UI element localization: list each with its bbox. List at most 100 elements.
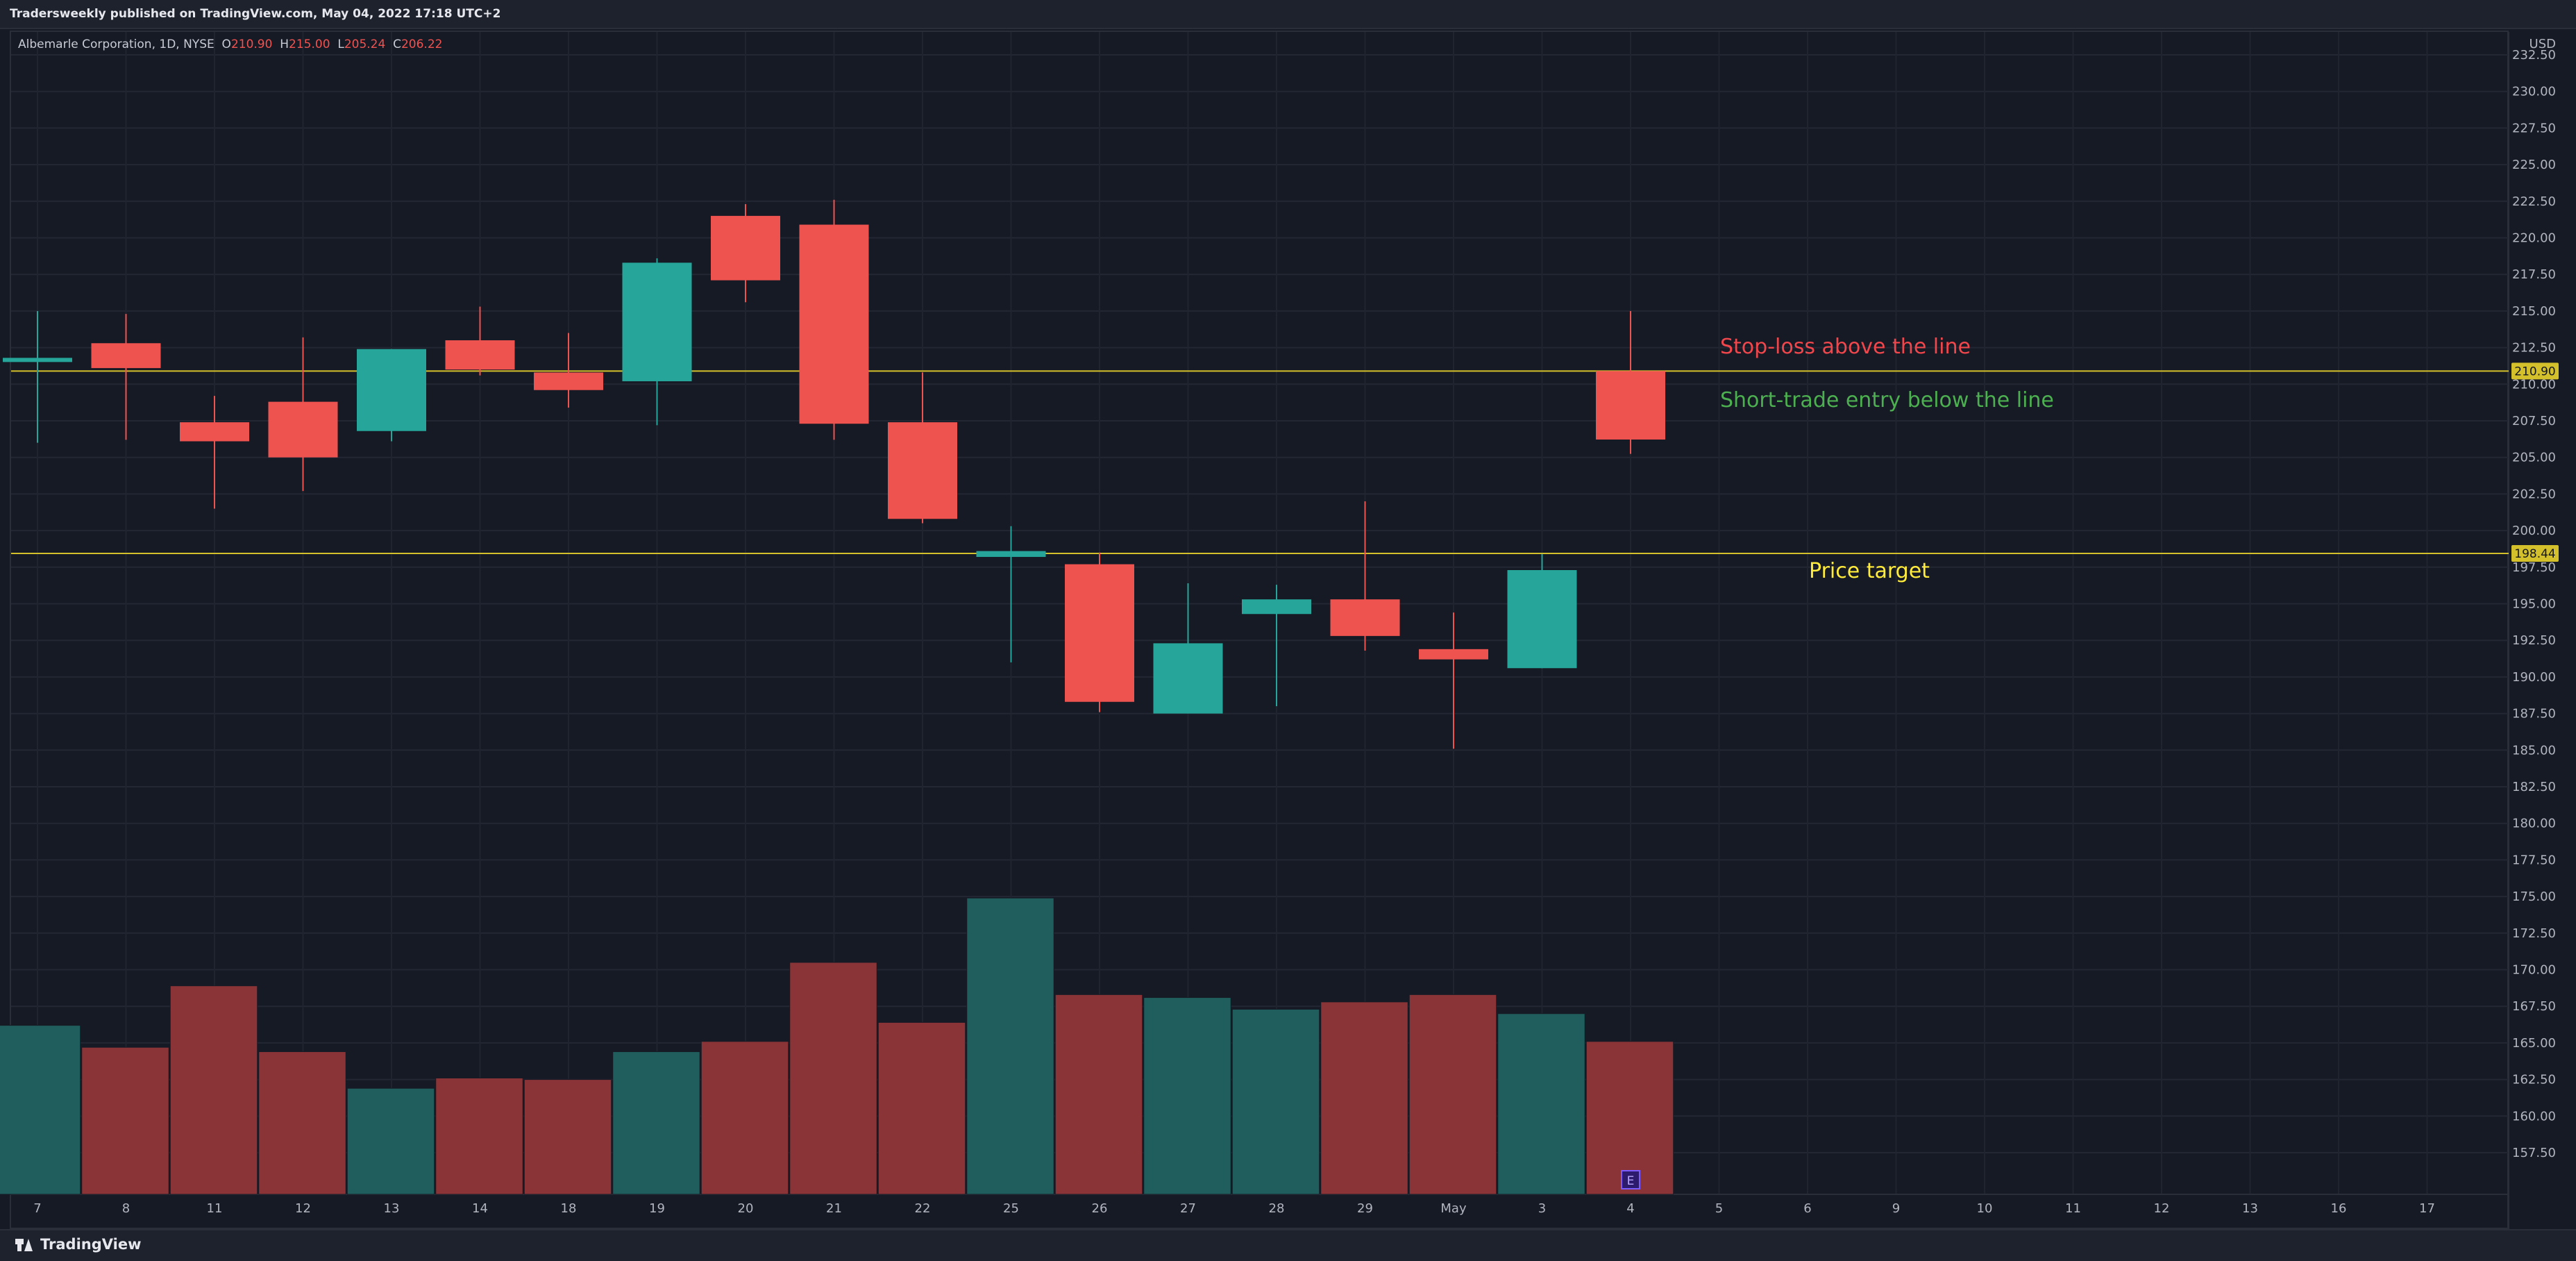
price-tick-label: 167.50 xyxy=(2512,999,2556,1014)
time-tick-label: 22 xyxy=(915,1201,931,1216)
volume-bar xyxy=(700,1041,789,1195)
price-line-tag-label: 198.44 xyxy=(2514,547,2555,561)
price-tick-label: 227.50 xyxy=(2512,121,2556,135)
time-tick-label: 19 xyxy=(649,1201,665,1216)
price-tick-label: 190.00 xyxy=(2512,670,2556,685)
candle-body xyxy=(888,422,957,519)
volume-bar xyxy=(1320,1001,1408,1195)
price-tick-label: 207.50 xyxy=(2512,414,2556,428)
time-tick-label: 21 xyxy=(826,1201,842,1216)
price-tick-label: 157.50 xyxy=(2512,1146,2556,1160)
time-tick-label: 14 xyxy=(472,1201,488,1216)
volume-bar xyxy=(1408,994,1497,1195)
volume-bar xyxy=(789,962,877,1195)
time-tick-label: 13 xyxy=(384,1201,400,1216)
volume-bar xyxy=(1143,997,1231,1195)
price-tick-label: 197.50 xyxy=(2512,560,2556,575)
open-value: 210.90 xyxy=(230,37,273,51)
price-tick-label: 162.50 xyxy=(2512,1073,2556,1087)
currency-label: USD xyxy=(2529,37,2556,51)
time-tick-label: 29 xyxy=(1357,1201,1373,1216)
volume-bar xyxy=(81,1046,169,1195)
candle-body xyxy=(180,422,249,442)
candle-body xyxy=(1596,371,1665,440)
tradingview-logo[interactable]: TradingView xyxy=(15,1236,141,1253)
volume-bar xyxy=(258,1051,346,1195)
time-tick-label: 12 xyxy=(2154,1201,2170,1216)
time-tick-label: 17 xyxy=(2419,1201,2435,1216)
volume-bar xyxy=(435,1077,523,1195)
volume-bar xyxy=(1231,1008,1320,1195)
price-tick-label: 182.50 xyxy=(2512,780,2556,794)
candle-body xyxy=(799,224,869,424)
price-tick-label: 215.00 xyxy=(2512,304,2556,319)
price-tick-label: 202.50 xyxy=(2512,487,2556,501)
price-tick-label: 230.00 xyxy=(2512,85,2556,99)
candle-body xyxy=(268,401,338,458)
price-tick-label: 210.00 xyxy=(2512,377,2556,392)
price-tick-label: 192.50 xyxy=(2512,633,2556,648)
volume-bar xyxy=(877,1021,966,1195)
symbol-name: Albemarle Corporation, 1D, NYSE xyxy=(18,37,214,51)
volume-bar xyxy=(1497,1013,1585,1195)
time-tick-label: 26 xyxy=(1092,1201,1108,1216)
candle-body xyxy=(1419,649,1488,660)
time-tick-label: 11 xyxy=(2065,1201,2081,1216)
time-tick-label: 20 xyxy=(738,1201,754,1216)
price-tick-label: 187.50 xyxy=(2512,707,2556,721)
price-tick-label: 225.00 xyxy=(2512,158,2556,172)
time-tick-label: 5 xyxy=(1715,1201,1723,1216)
time-tick-label: 6 xyxy=(1803,1201,1811,1216)
volume-bar xyxy=(523,1079,612,1195)
candle-body xyxy=(1065,564,1134,702)
volume-bar xyxy=(1585,1041,1674,1195)
price-tick-label: 175.00 xyxy=(2512,890,2556,904)
price-tick-label: 222.50 xyxy=(2512,194,2556,209)
symbol-legend: Albemarle Corporation, 1D, NYSE O210.90 … xyxy=(18,37,442,51)
price-tick-label: 177.50 xyxy=(2512,853,2556,867)
candle-body xyxy=(1507,570,1577,669)
candle-body xyxy=(1242,599,1311,615)
close-value: 206.22 xyxy=(401,37,443,51)
candle-body xyxy=(622,262,692,382)
time-tick-label: 9 xyxy=(1892,1201,1900,1216)
price-tick-label: 185.00 xyxy=(2512,743,2556,758)
candle-body xyxy=(1153,643,1223,714)
high-value: 215.00 xyxy=(289,37,330,51)
tradingview-logo-icon xyxy=(15,1237,33,1251)
time-tick-label: 7 xyxy=(33,1201,41,1216)
time-tick-label: 25 xyxy=(1003,1201,1019,1216)
time-tick-label: 4 xyxy=(1626,1201,1634,1216)
candlestick-chart[interactable]: E157.50160.00162.50165.00167.50170.00172… xyxy=(0,0,2576,1229)
footer-bar: TradingView xyxy=(0,1229,2576,1261)
publication-info: Tradersweekly published on TradingView.c… xyxy=(10,7,501,21)
price-line-tag xyxy=(2511,544,2559,562)
time-tick-label: 3 xyxy=(1538,1201,1546,1216)
price-tick-label: 160.00 xyxy=(2512,1109,2556,1124)
candle-body xyxy=(1330,599,1400,636)
earnings-marker-label: E xyxy=(1627,1174,1635,1188)
price-tick-label: 217.50 xyxy=(2512,267,2556,282)
earnings-marker-icon[interactable] xyxy=(1621,1170,1640,1189)
volume-bar xyxy=(169,985,258,1195)
candle-body xyxy=(91,343,161,369)
candle-body xyxy=(711,215,780,281)
volume-bar xyxy=(612,1051,700,1195)
price-tick-label: 205.00 xyxy=(2512,451,2556,465)
publication-header: Tradersweekly published on TradingView.c… xyxy=(0,0,2576,29)
price-tick-label: 220.00 xyxy=(2512,231,2556,246)
close-label: C xyxy=(393,37,401,51)
volume-bar xyxy=(0,1025,81,1195)
price-line-tag xyxy=(2511,362,2559,380)
price-tick-label: 200.00 xyxy=(2512,524,2556,538)
price-tick-label: 195.00 xyxy=(2512,597,2556,612)
time-tick-label: 28 xyxy=(1269,1201,1285,1216)
price-target-annotation: Price target xyxy=(1809,559,1930,583)
candle-body xyxy=(976,551,1046,558)
time-tick-label: 18 xyxy=(561,1201,577,1216)
low-value: 205.24 xyxy=(344,37,386,51)
brand-name: TradingView xyxy=(40,1236,142,1253)
price-line-tag-label: 210.90 xyxy=(2514,365,2555,378)
time-tick-label: 8 xyxy=(122,1201,130,1216)
candle-body xyxy=(445,340,515,370)
